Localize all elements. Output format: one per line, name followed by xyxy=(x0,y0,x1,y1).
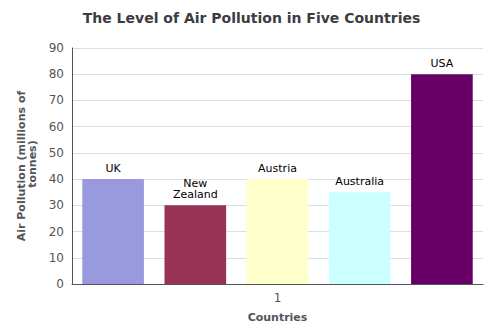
svg-text:Countries: Countries xyxy=(248,311,308,324)
svg-text:20: 20 xyxy=(49,225,64,239)
svg-text:40: 40 xyxy=(49,172,64,186)
svg-text:10: 10 xyxy=(49,251,64,265)
svg-text:70: 70 xyxy=(49,93,64,107)
svg-text:New: New xyxy=(183,177,208,191)
svg-text:Austria: Austria xyxy=(258,162,297,175)
svg-text:90: 90 xyxy=(49,41,64,55)
svg-text:USA: USA xyxy=(431,57,454,70)
svg-text:UK: UK xyxy=(105,162,121,175)
svg-text:1: 1 xyxy=(274,291,282,305)
svg-text:Zealand: Zealand xyxy=(173,188,218,201)
svg-text:80: 80 xyxy=(49,67,64,81)
svg-text:Australia: Australia xyxy=(335,175,384,188)
svg-text:0: 0 xyxy=(56,277,64,291)
svg-text:60: 60 xyxy=(49,120,64,134)
svg-text:tonnes): tonnes) xyxy=(26,140,39,191)
svg-text:30: 30 xyxy=(49,198,64,212)
svg-text:The Level of Air Pollution in: The Level of Air Pollution in Five Count… xyxy=(83,10,421,26)
svg-text:50: 50 xyxy=(49,146,64,160)
svg-text:Air Pollution (millions of: Air Pollution (millions of xyxy=(14,90,28,242)
